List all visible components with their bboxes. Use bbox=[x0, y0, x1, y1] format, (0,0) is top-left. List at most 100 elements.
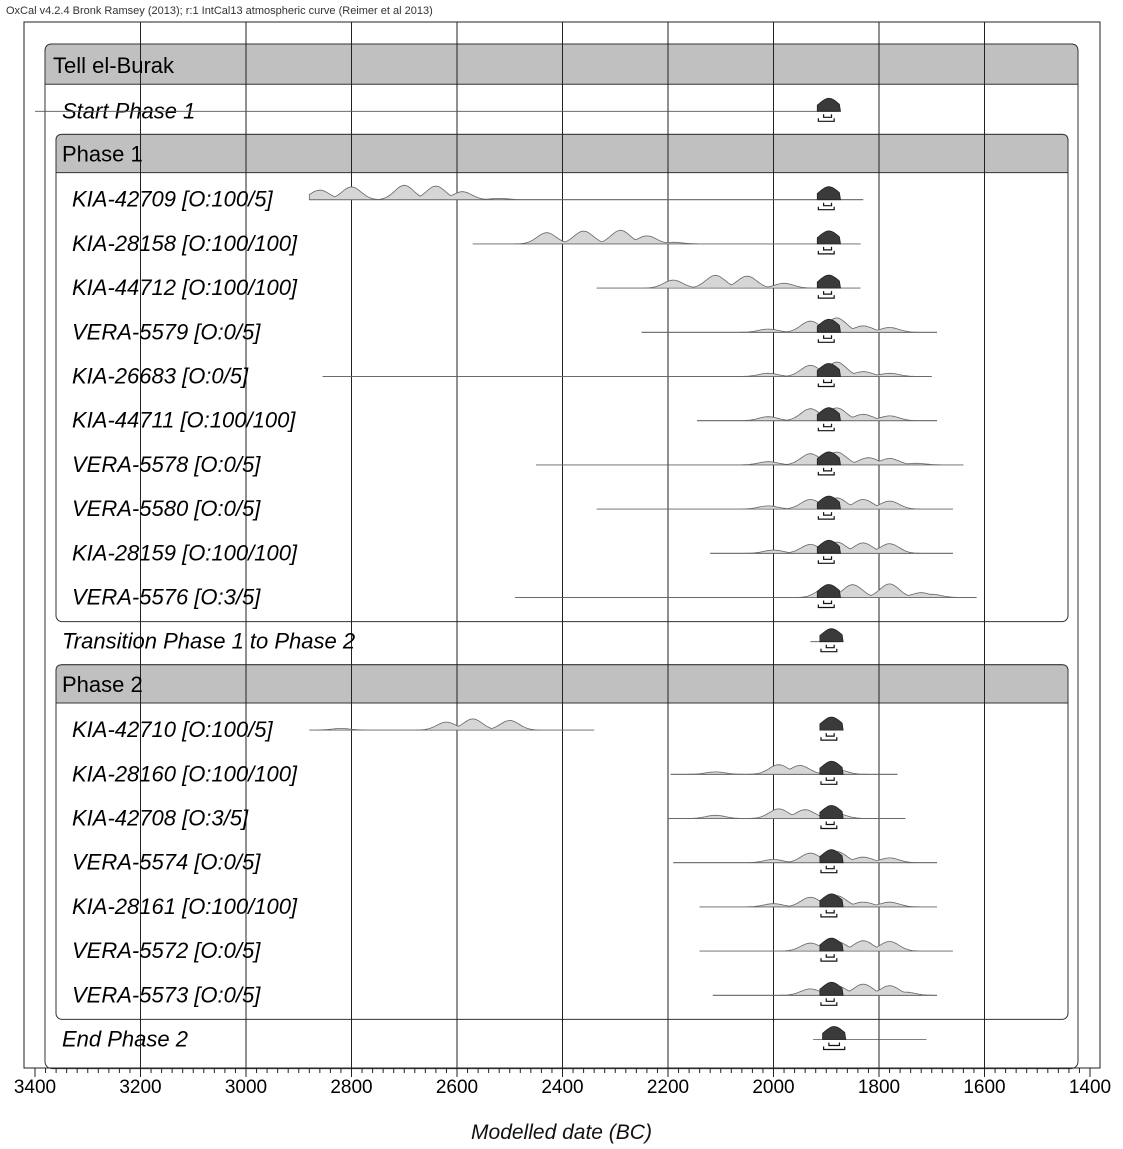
phase-title: Phase 1 bbox=[62, 142, 143, 167]
range-68-bracket bbox=[828, 1042, 841, 1047]
x-tick-label: 2600 bbox=[436, 1077, 478, 1098]
range-68-bracket bbox=[825, 821, 835, 826]
date-label: KIA-28161 [O:100/100] bbox=[72, 894, 298, 919]
modelled-distribution bbox=[816, 363, 841, 377]
unmodelled-distribution bbox=[322, 361, 932, 377]
modelled-distribution bbox=[816, 274, 841, 289]
date-label: KIA-28159 [O:100/100] bbox=[72, 540, 298, 565]
unmodelled-distribution bbox=[515, 583, 977, 598]
range-95-bracket bbox=[820, 737, 838, 741]
range-95-bracket bbox=[820, 825, 838, 830]
date-label: VERA-5573 [O:0/5] bbox=[72, 982, 261, 1007]
date-label: VERA-5574 [O:0/5] bbox=[72, 850, 261, 875]
range-68-bracket bbox=[823, 379, 833, 384]
unmodelled-distribution bbox=[670, 764, 898, 775]
date-label: VERA-5580 [O:0/5] bbox=[72, 496, 261, 521]
x-tick-label: 2200 bbox=[647, 1077, 689, 1098]
modelled-distribution bbox=[816, 539, 841, 554]
range-95-bracket bbox=[817, 471, 835, 476]
model-title: Tell el-Burak bbox=[53, 53, 175, 78]
unmodelled-distribution bbox=[641, 317, 938, 333]
range-68-bracket bbox=[823, 291, 833, 295]
date-label: KIA-44711 [O:100/100] bbox=[72, 408, 296, 433]
range-95-bracket bbox=[817, 560, 835, 564]
unmodelled-distribution bbox=[699, 895, 938, 908]
date-label: KIA-28158 [O:100/100] bbox=[72, 231, 298, 256]
modelled-distribution bbox=[816, 230, 841, 245]
phase-title: Phase 2 bbox=[62, 672, 143, 697]
range-95-bracket bbox=[817, 250, 835, 255]
range-68-bracket bbox=[823, 114, 833, 118]
range-95-bracket bbox=[820, 648, 838, 653]
modelled-distribution bbox=[816, 495, 841, 510]
date-label: KIA-28160 [O:100/100] bbox=[72, 761, 298, 786]
modelled-distribution bbox=[816, 97, 841, 112]
x-tick-label: 3200 bbox=[119, 1077, 161, 1098]
range-68-bracket bbox=[823, 335, 833, 339]
range-95-bracket bbox=[817, 295, 835, 299]
range-68-bracket bbox=[825, 998, 835, 1002]
date-label: KIA-42710 [O:100/5] bbox=[72, 717, 273, 742]
model-header-band bbox=[44, 43, 1079, 85]
x-tick-label: 3400 bbox=[14, 1077, 56, 1098]
date-label: KIA-26683 [O:0/5] bbox=[72, 364, 249, 389]
modelled-distribution bbox=[819, 716, 844, 731]
x-tick-label: 2400 bbox=[541, 1077, 583, 1098]
modelled-distribution bbox=[822, 1026, 847, 1040]
oxcal-credit: OxCal v4.2.4 Bronk Ramsey (2013); r:1 In… bbox=[6, 5, 433, 17]
x-tick-label: 2000 bbox=[752, 1077, 794, 1098]
range-95-bracket bbox=[817, 604, 835, 609]
boundary-label: Start Phase 1 bbox=[62, 98, 195, 123]
unmodelled-distribution bbox=[309, 718, 595, 731]
date-label: VERA-5576 [O:3/5] bbox=[72, 585, 261, 610]
range-95-bracket bbox=[817, 427, 835, 432]
boundary-label: Transition Phase 1 to Phase 2 bbox=[62, 629, 355, 654]
date-label: VERA-5572 [O:0/5] bbox=[72, 938, 261, 963]
range-68-bracket bbox=[823, 202, 833, 207]
unmodelled-distribution bbox=[536, 451, 964, 466]
range-95-bracket bbox=[820, 869, 838, 874]
date-label: KIA-42709 [O:100/5] bbox=[72, 187, 273, 212]
x-axis-label: Modelled date (BC) bbox=[471, 1121, 652, 1144]
modelled-distribution bbox=[816, 451, 841, 466]
range-95-bracket bbox=[817, 383, 835, 388]
x-tick-label: 3000 bbox=[225, 1077, 267, 1098]
range-95-bracket bbox=[823, 1046, 846, 1051]
range-68-bracket bbox=[823, 467, 833, 472]
range-68-bracket bbox=[823, 512, 833, 516]
x-tick-label: 1400 bbox=[1069, 1077, 1111, 1098]
date-label: VERA-5578 [O:0/5] bbox=[72, 452, 261, 477]
modelled-distribution bbox=[819, 760, 844, 775]
range-95-bracket bbox=[820, 781, 838, 785]
range-68-bracket bbox=[825, 777, 835, 781]
range-68-bracket bbox=[823, 556, 833, 560]
boundary-label: End Phase 2 bbox=[62, 1027, 188, 1052]
x-tick-label: 2800 bbox=[330, 1077, 372, 1098]
modelled-distribution bbox=[819, 805, 844, 819]
date-label: VERA-5579 [O:0/5] bbox=[72, 319, 261, 344]
range-95-bracket bbox=[820, 1002, 838, 1006]
modelled-distribution bbox=[816, 407, 841, 422]
range-68-bracket bbox=[825, 733, 835, 737]
range-95-bracket bbox=[817, 206, 835, 211]
x-tick-label: 1600 bbox=[963, 1077, 1005, 1098]
range-68-bracket bbox=[823, 246, 833, 251]
modelled-distribution bbox=[816, 584, 841, 598]
date-label: KIA-42708 [O:3/5] bbox=[72, 806, 249, 831]
range-68-bracket bbox=[825, 954, 835, 958]
date-label: KIA-44712 [O:100/100] bbox=[72, 275, 298, 300]
modelled-distribution bbox=[819, 981, 844, 996]
modelled-distribution bbox=[819, 849, 844, 864]
range-68-bracket bbox=[823, 600, 833, 605]
range-95-bracket bbox=[817, 339, 835, 343]
unmodelled-distribution bbox=[472, 229, 861, 245]
unmodelled-distribution bbox=[668, 808, 906, 819]
range-68-bracket bbox=[825, 909, 835, 914]
modelled-distribution bbox=[816, 318, 841, 333]
modelled-distribution bbox=[819, 893, 844, 908]
x-tick-label: 1800 bbox=[858, 1077, 900, 1098]
modelled-distribution bbox=[819, 937, 844, 952]
unmodelled-distribution bbox=[308, 184, 864, 201]
range-68-bracket bbox=[823, 423, 833, 428]
